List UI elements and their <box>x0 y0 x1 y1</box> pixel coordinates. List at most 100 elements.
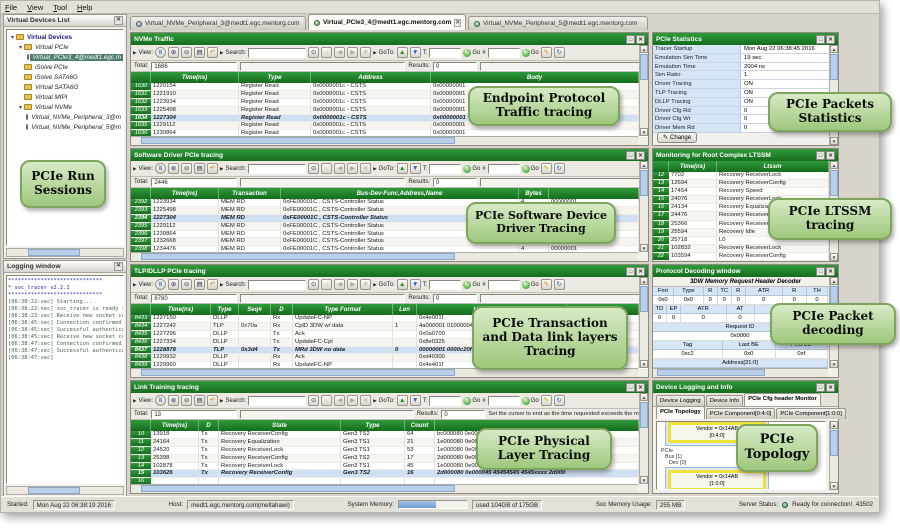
column-header[interactable]: Type <box>341 420 405 431</box>
scroll-down-icon[interactable]: ▼ <box>640 360 648 368</box>
zoom-out-icon[interactable]: ⊖ <box>181 395 193 406</box>
next-result-icon[interactable]: ▶ <box>347 279 359 290</box>
column-header[interactable]: Body <box>431 72 639 83</box>
column-header[interactable]: Address <box>311 72 431 83</box>
session-tab[interactable]: Virtual_PCIe3_4@medt1.egc.mentorg.com ✕ <box>308 14 466 30</box>
goto-top-icon[interactable]: ▲ <box>396 395 408 406</box>
vertical-scrollbar[interactable]: ▲ ▼ <box>639 277 648 368</box>
expand-arrow-icon[interactable]: ▾ <box>18 104 22 111</box>
ltssm-row[interactable]: 20 25718 L0 <box>653 236 838 245</box>
column-header[interactable] <box>435 420 639 431</box>
scroll-thumb[interactable] <box>141 253 456 260</box>
scroll-up-icon[interactable]: ▲ <box>640 45 648 53</box>
row-number-header[interactable] <box>131 304 151 315</box>
zoom-in-icon[interactable]: ⊕ <box>168 395 180 406</box>
print-icon[interactable]: ▤ <box>194 47 206 58</box>
search-input[interactable] <box>248 279 307 290</box>
scroll-down-icon[interactable]: ▼ <box>830 253 838 261</box>
goto-number-input[interactable] <box>487 163 520 174</box>
next-result-icon[interactable]: ▶ <box>347 47 359 58</box>
ltssm-row[interactable]: 12 7702 Recovery ReceiverLock <box>653 172 838 181</box>
goto-time-go-button[interactable]: ↻ Go <box>463 48 481 57</box>
scroll-down-icon[interactable]: ▼ <box>640 476 648 484</box>
undo-icon[interactable]: ↶ <box>207 47 219 58</box>
clear-search-icon[interactable]: ✕ <box>360 163 372 174</box>
sidebar-item[interactable]: ▾ Virtual Devices <box>7 32 123 42</box>
close-icon[interactable]: ✕ <box>826 34 835 44</box>
log-hscrollbar[interactable] <box>6 486 124 495</box>
scroll-down-icon[interactable]: ▼ <box>830 360 838 368</box>
maximize-icon[interactable]: □ <box>816 266 825 276</box>
goto-number-go-button[interactable]: ↻ Go <box>521 280 539 289</box>
stop-icon[interactable]: ○ <box>321 163 333 174</box>
pause-icon[interactable]: ‖ <box>155 279 167 290</box>
column-header[interactable]: Bytes <box>519 188 549 199</box>
menu-item-file[interactable]: File <box>5 2 18 12</box>
session-tab[interactable]: Virtual_NVMe_Peripheral_3@medt1.egc.ment… <box>130 16 306 30</box>
row-number-header[interactable] <box>653 161 669 172</box>
zoom-out-icon[interactable]: ⊖ <box>181 47 193 58</box>
clear-search-icon[interactable]: ✕ <box>360 395 372 406</box>
scroll-up-icon[interactable]: ▲ <box>640 161 648 169</box>
close-icon[interactable]: ✕ <box>826 266 835 276</box>
sidebar-item[interactable]: ▾ Virtual PCIe <box>7 42 123 52</box>
goto-time-input[interactable] <box>429 395 462 406</box>
search-icon[interactable]: ⊙ <box>308 395 320 406</box>
column-header[interactable]: Bus-Dev-Func,Address,Name <box>281 188 519 199</box>
sidebar-item[interactable]: Virtual MIPI <box>7 92 123 102</box>
print-icon[interactable]: ▤ <box>194 279 206 290</box>
ltssm-row[interactable]: 22 103594 Recovery ReceiverConfig <box>653 252 838 262</box>
print-icon[interactable]: ▤ <box>194 163 206 174</box>
devlog-tab[interactable]: PCIe Cfg header Monitor <box>744 393 821 406</box>
maximize-icon[interactable]: □ <box>626 382 635 392</box>
column-header[interactable]: Time(ns) <box>151 304 211 315</box>
column-header[interactable]: State <box>219 420 341 431</box>
column-header[interactable]: Ltssm <box>717 161 829 172</box>
vertical-scrollbar[interactable]: ▲ ▼ <box>829 421 838 490</box>
trace-row[interactable]: 1633 1225498 Register Read 0x0000001c - CST… <box>131 106 648 115</box>
maximize-icon[interactable]: □ <box>626 150 635 160</box>
close-icon[interactable]: ✕ <box>114 262 123 271</box>
trace-row[interactable]: 1630 1220154 Register Read 0x0000001c - CST… <box>131 83 648 91</box>
scroll-up-icon[interactable]: ▲ <box>640 277 648 285</box>
expand-arrow-icon[interactable]: ▾ <box>10 34 14 41</box>
trace-row[interactable]: 15 103626 Tx Recovery ReceiverConfig Gen3 TS… <box>131 470 648 479</box>
row-number-header[interactable] <box>131 420 151 431</box>
goto-number-input[interactable] <box>487 47 520 58</box>
devlog-subtab[interactable]: PCIe Topology <box>656 406 705 419</box>
close-icon[interactable]: ✕ <box>636 34 645 44</box>
tab-close-icon[interactable]: ✕ <box>454 18 462 27</box>
next-result-icon[interactable]: ▶ <box>347 395 359 406</box>
goto-number-go-button[interactable]: ↻ Go <box>521 48 539 57</box>
column-header[interactable]: Type Format <box>293 304 393 315</box>
vertical-scrollbar[interactable]: ▲ ▼ <box>639 161 648 252</box>
undo-icon[interactable]: ↶ <box>207 395 219 406</box>
trace-row[interactable]: 1635 1229112 Register Read 0x0000001c - CST… <box>131 122 648 131</box>
goto-top-icon[interactable]: ▲ <box>396 47 408 58</box>
scroll-down-icon[interactable]: ▼ <box>830 482 838 490</box>
trace-row[interactable]: 8433 1227150 DLLP Rx UpdateFC-NP 0x4e001f <box>131 315 648 323</box>
devlog-tab[interactable]: Device Logging <box>656 395 705 406</box>
tree-hscrollbar[interactable] <box>6 248 124 257</box>
goto-top-icon[interactable]: ▲ <box>396 279 408 290</box>
refresh-icon[interactable]: ↻ <box>553 163 565 174</box>
edit-icon[interactable]: ✎ <box>540 395 552 406</box>
goto-top-icon[interactable]: ▲ <box>396 163 408 174</box>
scroll-thumb[interactable] <box>640 402 648 428</box>
close-icon[interactable]: ✕ <box>636 382 645 392</box>
column-header[interactable]: Time(ns) <box>151 72 239 83</box>
goto-bottom-icon[interactable]: ▼ <box>409 163 421 174</box>
scroll-down-icon[interactable]: ▼ <box>640 128 648 136</box>
pause-icon[interactable]: ‖ <box>155 163 167 174</box>
vertical-scrollbar[interactable]: ▲ ▼ <box>639 393 648 484</box>
undo-icon[interactable]: ↶ <box>207 163 219 174</box>
scroll-up-icon[interactable]: ▲ <box>830 277 838 285</box>
zoom-out-icon[interactable]: ⊖ <box>181 279 193 290</box>
topology-vendor-box[interactable]: Vendor = 0x14AB [1:0:0] <box>668 470 766 489</box>
column-header[interactable]: Transaction <box>219 188 281 199</box>
sidebar-item[interactable]: Virtual SATA6G <box>7 82 123 92</box>
trace-row[interactable]: 8436 1227334 DLLP Tx UpdateFC-Cpl 0x8e0325 <box>131 338 648 347</box>
close-icon[interactable]: ✕ <box>826 382 835 392</box>
next-result-icon[interactable]: ▶ <box>347 163 359 174</box>
goto-number-input[interactable] <box>487 395 520 406</box>
